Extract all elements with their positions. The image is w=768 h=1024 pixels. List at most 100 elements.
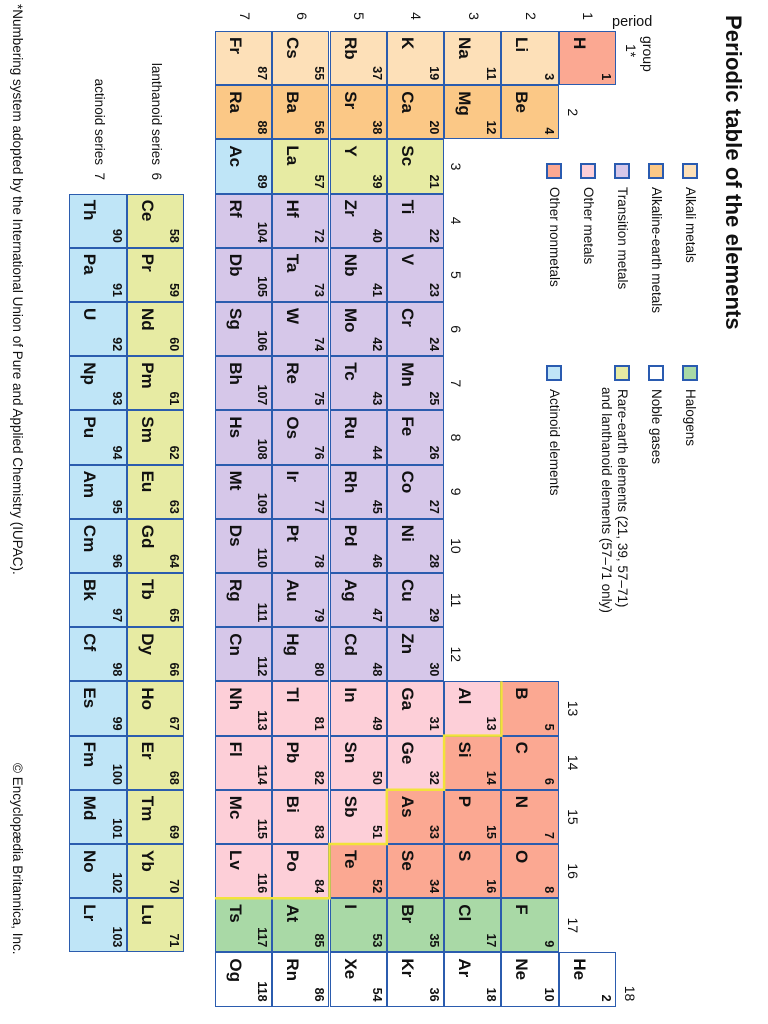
atomic-number: 35 bbox=[427, 933, 442, 948]
element-ta: 73 Ta bbox=[272, 247, 330, 302]
copyright-notice: © Encyclopædia Britannica, Inc. bbox=[10, 763, 25, 955]
element-se: 34 Se bbox=[386, 844, 445, 899]
element-at: 85 At bbox=[272, 898, 330, 953]
element-symbol: Mg bbox=[455, 91, 475, 116]
element-symbol: Ta bbox=[283, 253, 303, 273]
element-te: 52 Te bbox=[329, 844, 387, 899]
element-xe: 54 Xe bbox=[329, 952, 387, 1007]
element-symbol: Zn bbox=[397, 633, 417, 654]
element-symbol: P bbox=[455, 795, 475, 808]
element-hg: 80 Hg bbox=[272, 627, 330, 682]
element-ar: 18 Ar bbox=[444, 952, 502, 1007]
atomic-number: 76 bbox=[312, 445, 327, 460]
element-fr: 87 Fr bbox=[214, 31, 273, 86]
element-symbol: Lv bbox=[225, 850, 245, 870]
element-ru: 44 Ru bbox=[329, 410, 387, 465]
element-pu: 94 Pu bbox=[69, 410, 127, 465]
element-symbol: Cr bbox=[397, 308, 417, 327]
color-swatch bbox=[614, 163, 630, 179]
group-number-label: 5 bbox=[448, 270, 465, 279]
lanthanoid-series-label: lanthanoid series 6 bbox=[149, 62, 164, 180]
element-og: 118 Og bbox=[214, 952, 273, 1007]
atomic-number: 117 bbox=[255, 927, 270, 948]
element-ca: 20 Ca bbox=[386, 85, 445, 140]
legend-item-alkaline-earth: Alkaline-earth metals bbox=[648, 163, 664, 313]
element-symbol: Ru bbox=[340, 416, 360, 440]
atomic-number: 65 bbox=[167, 608, 181, 623]
atomic-number: 50 bbox=[369, 770, 384, 785]
atomic-number: 66 bbox=[167, 662, 181, 677]
element-he: 2 He bbox=[558, 952, 616, 1007]
period-number-label: 7 bbox=[236, 12, 253, 20]
element-ne: 10 Ne bbox=[501, 952, 559, 1007]
atomic-number: 31 bbox=[427, 716, 442, 731]
element-symbol: Cs bbox=[283, 37, 303, 59]
atomic-number: 16 bbox=[484, 879, 499, 894]
legend-item-rare-earth: Rare-earth elements (21, 39, 57–71) and l… bbox=[598, 365, 630, 613]
element-fm: 100 Fm bbox=[69, 735, 127, 790]
atomic-number: 69 bbox=[167, 825, 181, 839]
element-gd: 64 Gd bbox=[126, 518, 184, 573]
group-axis-label: group bbox=[640, 36, 656, 72]
element-symbol: H bbox=[569, 37, 589, 50]
atomic-number: 59 bbox=[167, 283, 181, 297]
element-symbol: Ne bbox=[512, 958, 532, 981]
element-sr: 38 Sr bbox=[329, 85, 387, 140]
element-ir: 77 Ir bbox=[272, 464, 330, 519]
atomic-number: 41 bbox=[369, 283, 384, 297]
atomic-number: 108 bbox=[255, 438, 270, 460]
atomic-number: 49 bbox=[369, 716, 384, 731]
element-cu: 29 Cu bbox=[386, 573, 445, 628]
atomic-number: 88 bbox=[255, 120, 270, 135]
element-symbol: Pu bbox=[80, 416, 100, 439]
element-p: 15 P bbox=[444, 789, 502, 844]
element-symbol: Lr bbox=[80, 904, 100, 922]
group-number-label: 10 bbox=[448, 538, 465, 554]
group-number-label: 14 bbox=[564, 754, 581, 771]
atomic-number: 111 bbox=[255, 602, 270, 623]
element-ag: 47 Ag bbox=[329, 573, 387, 628]
element-tm: 69 Tm bbox=[126, 789, 184, 844]
atomic-number: 55 bbox=[312, 66, 327, 81]
element-symbol: Hg bbox=[283, 633, 303, 656]
page-title: Periodic table of the elements bbox=[721, 15, 746, 330]
element-tl: 81 Tl bbox=[272, 681, 330, 736]
atomic-number: 42 bbox=[369, 337, 384, 352]
group-number-label: 12 bbox=[448, 646, 465, 663]
element-pd: 46 Pd bbox=[329, 518, 387, 573]
atomic-number: 56 bbox=[312, 120, 327, 135]
element-be: 4 Be bbox=[501, 85, 559, 140]
atomic-number: 94 bbox=[109, 445, 124, 460]
color-swatch bbox=[614, 365, 630, 381]
element-symbol: Sb bbox=[340, 795, 360, 818]
element-cr: 24 Cr bbox=[386, 302, 445, 357]
element-symbol: Tm bbox=[137, 795, 157, 822]
element-symbol: Np bbox=[80, 362, 100, 385]
atomic-number: 95 bbox=[109, 499, 124, 514]
element-bk: 97 Bk bbox=[69, 573, 127, 628]
element-sn: 50 Sn bbox=[329, 735, 387, 790]
actinoid-series-label: actinoid series 7 bbox=[92, 78, 107, 180]
element-symbol: La bbox=[283, 145, 303, 166]
element-symbol: Y bbox=[340, 145, 360, 157]
color-swatch bbox=[648, 163, 664, 179]
element-symbol: O bbox=[512, 850, 532, 864]
element-symbol: Ac bbox=[225, 145, 245, 168]
atomic-number: 70 bbox=[167, 879, 181, 894]
atomic-number: 38 bbox=[369, 120, 384, 135]
group-number-label: 13 bbox=[564, 700, 581, 717]
element-symbol: Bk bbox=[80, 579, 100, 601]
period-number-label: 2 bbox=[523, 12, 540, 20]
group-number-label: 4 bbox=[448, 216, 465, 225]
element-symbol: Ga bbox=[397, 687, 417, 711]
element-symbol: Cd bbox=[340, 633, 360, 656]
atomic-number: 68 bbox=[167, 770, 181, 785]
atomic-number: 34 bbox=[427, 879, 442, 894]
element-k: 19 K bbox=[386, 31, 445, 86]
element-v: 23 V bbox=[386, 247, 445, 302]
element-np: 93 Np bbox=[69, 356, 127, 411]
element-symbol: Tl bbox=[283, 687, 303, 703]
element-symbol: Zr bbox=[340, 199, 360, 217]
